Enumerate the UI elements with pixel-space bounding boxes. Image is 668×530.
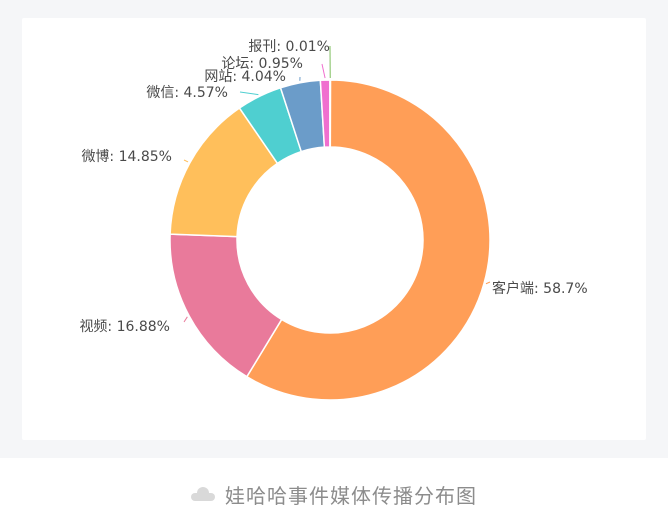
slice-label-6: 论坛: 0.95% xyxy=(221,56,303,72)
cloud-icon xyxy=(191,487,215,501)
donut-slice-1 xyxy=(245,79,491,401)
slice-label-5: 网站: 4.04% xyxy=(204,69,286,85)
slice-label-7: 报刊: 0.01% xyxy=(248,39,330,55)
leader-line-slice-4 xyxy=(239,91,259,96)
slice-label-2: 视频: 16.88% xyxy=(79,319,170,335)
leader-line-slice-2 xyxy=(183,316,188,323)
slice-label-1: 客户端: 58.7% xyxy=(492,280,588,297)
leader-line-slice-6 xyxy=(321,63,326,79)
slice-label-4: 微信: 4.57% xyxy=(146,85,228,101)
donut-slice-7 xyxy=(329,79,332,148)
leader-line-slice-3 xyxy=(183,159,189,163)
leader-line-slice-1 xyxy=(485,281,491,285)
slice-label-3: 微博: 14.85% xyxy=(81,148,172,165)
chart-caption: 娃哈哈事件媒体传播分布图 xyxy=(225,483,477,508)
donut-chart: 客户端: 58.7% 视频: 16.88% 微博: 14.85% 微信: 4.57%网… xyxy=(79,39,588,401)
caption-bar: 娃哈哈事件媒体传播分布图 xyxy=(0,458,668,530)
